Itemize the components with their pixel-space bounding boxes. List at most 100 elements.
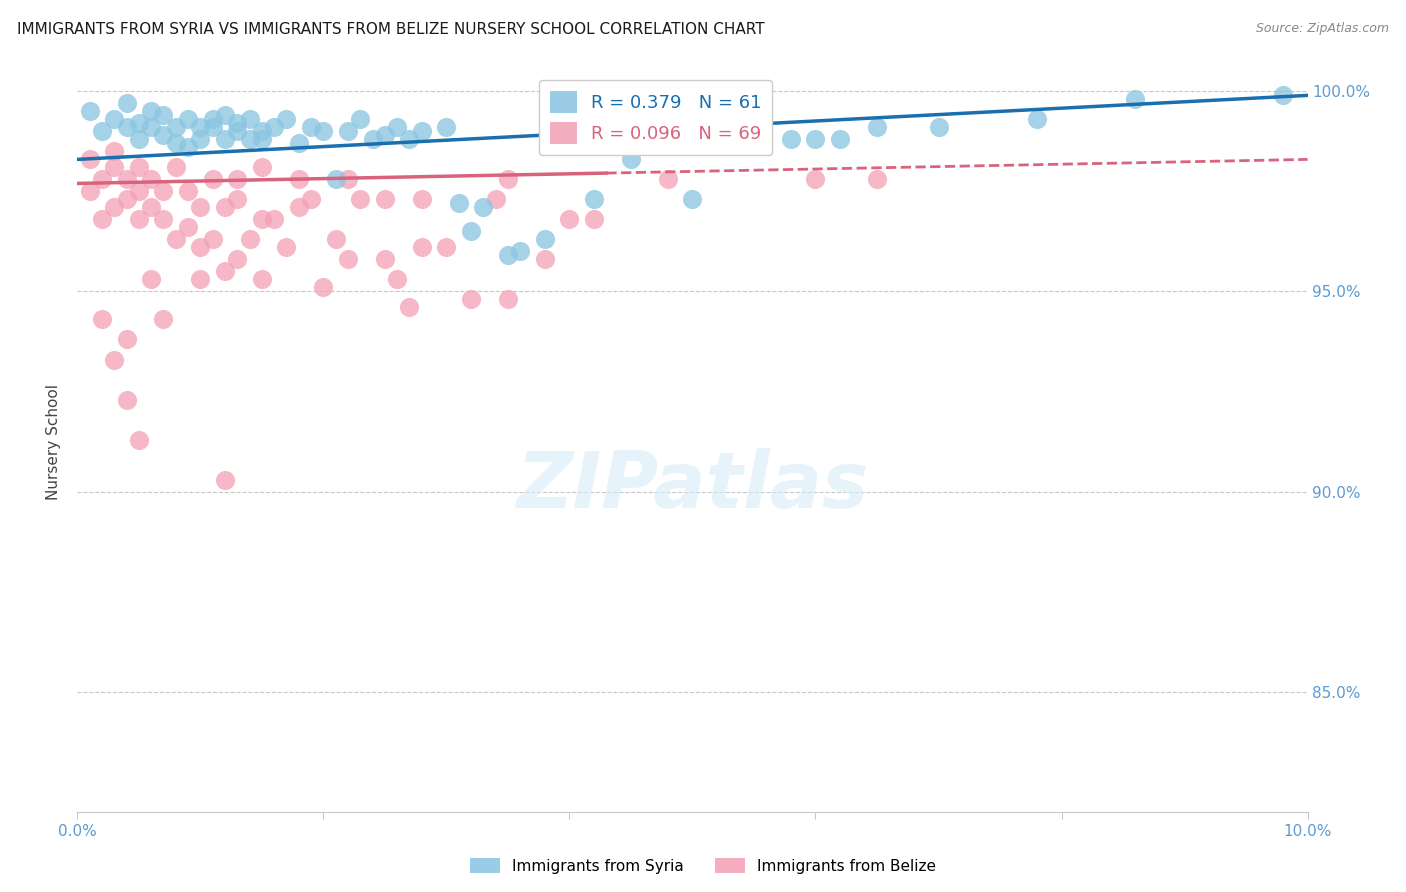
Point [583,212,606,227]
Point [447,196,470,211]
Point [90,124,114,138]
Point [374,193,396,207]
Point [141,172,163,186]
Point [103,352,125,367]
Point [250,124,273,138]
Point [103,145,125,159]
Point [226,193,249,207]
Point [188,132,212,146]
Point [804,172,827,186]
Point [214,132,236,146]
Legend: Immigrants from Syria, Immigrants from Belize: Immigrants from Syria, Immigrants from B… [464,852,942,880]
Point [398,132,420,146]
Point [165,232,187,246]
Point [239,232,262,246]
Point [866,120,889,135]
Point [312,124,335,138]
Point [177,220,200,235]
Point [90,172,114,186]
Point [152,185,174,199]
Point [250,161,273,175]
Point [201,112,224,127]
Point [263,212,285,227]
Point [90,312,114,326]
Point [128,161,150,175]
Point [239,112,262,127]
Point [325,172,347,186]
Point [141,104,163,119]
Point [496,248,519,262]
Point [250,272,273,286]
Point [349,193,371,207]
Point [558,212,581,227]
Point [103,161,125,175]
Point [214,108,236,122]
Point [436,120,458,135]
Point [436,240,458,254]
Point [1026,112,1049,127]
Point [201,232,224,246]
Point [337,252,360,267]
Point [312,280,335,294]
Point [128,185,150,199]
Point [374,252,396,267]
Point [830,132,852,146]
Point [411,124,433,138]
Point [276,240,298,254]
Point [682,193,704,207]
Point [496,172,519,186]
Point [152,108,174,122]
Point [472,201,495,215]
Point [152,312,174,326]
Point [103,201,125,215]
Point [349,112,371,127]
Point [411,193,433,207]
Point [385,120,409,135]
Point [188,201,212,215]
Point [928,120,950,135]
Point [115,392,138,407]
Point [115,333,138,347]
Point [706,124,728,138]
Point [496,293,519,307]
Point [620,153,643,167]
Point [90,212,114,227]
Point [385,272,409,286]
Point [152,212,174,227]
Point [188,240,212,254]
Point [534,232,557,246]
Point [177,112,200,127]
Point [115,96,138,111]
Point [201,120,224,135]
Point [214,201,236,215]
Point [128,116,150,130]
Point [485,193,508,207]
Point [214,473,236,487]
Point [226,124,249,138]
Point [128,212,150,227]
Point [115,172,138,186]
Point [299,120,322,135]
Point [226,116,249,130]
Point [177,140,200,154]
Point [288,172,311,186]
Point [361,132,384,146]
Text: Source: ZipAtlas.com: Source: ZipAtlas.com [1256,22,1389,36]
Point [509,244,531,259]
Point [128,433,150,447]
Point [128,132,150,146]
Text: IMMIGRANTS FROM SYRIA VS IMMIGRANTS FROM BELIZE NURSERY SCHOOL CORRELATION CHART: IMMIGRANTS FROM SYRIA VS IMMIGRANTS FROM… [17,22,765,37]
Point [583,193,606,207]
Point [188,120,212,135]
Point [534,252,557,267]
Point [780,132,803,146]
Point [226,172,249,186]
Point [460,293,482,307]
Point [165,120,187,135]
Point [1125,92,1147,106]
Point [250,132,273,146]
Point [288,201,311,215]
Point [165,136,187,151]
Point [188,272,212,286]
Point [115,193,138,207]
